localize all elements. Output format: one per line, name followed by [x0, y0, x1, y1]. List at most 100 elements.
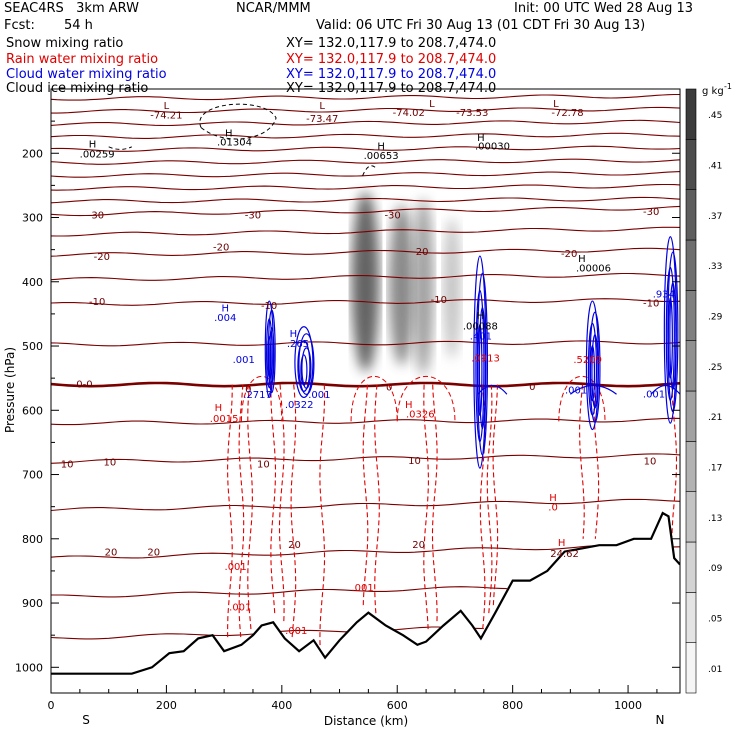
- colorbar-label-11: .45: [708, 111, 722, 121]
- rain-contour-9: [423, 384, 429, 632]
- x-tick-label-4: 800: [502, 699, 523, 712]
- extremum-label-33: .0913: [471, 354, 500, 365]
- x-endpoint-right: N: [656, 713, 665, 727]
- extremum-label-13: H: [377, 142, 385, 153]
- plot-frame: [50, 88, 681, 694]
- isotherm-label-6: -20: [412, 247, 428, 258]
- colorbar-swatch-6: [685, 340, 697, 392]
- extremum-label-41: .0322: [285, 400, 314, 411]
- terrain-fill: [51, 513, 680, 693]
- rain-arc-3: [558, 376, 606, 422]
- rain-contour-layer: [227, 375, 678, 647]
- extremum-label-14: .00653: [364, 151, 399, 162]
- isotherm-label-5: -20: [213, 242, 229, 253]
- isotherm-label-1: -30: [245, 210, 261, 221]
- init-time: Init: 00 UTC Wed 28 Aug 13: [514, 1, 694, 16]
- colorbar-swatch-2: [685, 541, 697, 593]
- extremum-label-6: -73.53: [456, 108, 488, 119]
- extremum-label-17: H: [578, 254, 586, 265]
- isotherm-label-8: -10: [89, 297, 105, 308]
- extremum-label-4: L: [429, 99, 435, 110]
- cloud-water-arc-2: [650, 384, 680, 395]
- extremum-label-46: .001: [643, 390, 665, 401]
- colorbar: .01 .05 .09 .13 .17 .21 .25 .29 .33 .37 .41 .45: [685, 88, 723, 694]
- cloud-water-contour-1-2: [297, 340, 311, 392]
- isotherm-line-15: [51, 119, 680, 127]
- project-title: SEAC4RS 3km ARW: [4, 1, 140, 16]
- field-rain-xy: XY= 132.0,117.9 to 208.7,474.0: [286, 52, 497, 67]
- extremum-label-9: H: [89, 140, 97, 151]
- cloud-water-contour-3-4: [589, 345, 596, 402]
- extremum-label-42: .001: [308, 390, 330, 401]
- colorbar-swatch-11: [685, 88, 697, 140]
- cloud-water-contour-4-4: [667, 297, 673, 379]
- isotherm-label-16: 10: [61, 460, 74, 471]
- isotherm-label-21: 20: [105, 548, 118, 559]
- y-tick-label-8: 1000: [15, 661, 43, 674]
- extremum-label-38: H: [290, 329, 298, 340]
- rain-contour-13: [492, 384, 499, 609]
- extremum-label-16: .00030: [475, 142, 510, 153]
- rain-contour-14: [579, 384, 585, 539]
- x-tick-label-1: 200: [156, 699, 177, 712]
- x-axis-label: Distance (km): [324, 714, 408, 728]
- extremum-label-20: .00088: [463, 321, 498, 332]
- extremum-label-12: .01304: [217, 138, 252, 149]
- extremum-label-43: .401: [470, 332, 492, 343]
- extremum-label-37: .001: [233, 355, 255, 366]
- colorbar-label-9: .37: [708, 212, 722, 222]
- field-snow-xy: XY= 132.0,117.9 to 208.7,474.0: [286, 36, 497, 51]
- isotherm-line-7: [51, 417, 680, 426]
- x-tick-label-5: 1000: [614, 699, 642, 712]
- isotherm-line-13: [51, 93, 680, 101]
- extremum-label-34: .5209: [573, 355, 602, 366]
- extremum-label-0: L: [164, 101, 170, 112]
- extremum-label-24: .0326: [406, 409, 435, 420]
- extremum-label-25: H: [549, 493, 557, 504]
- extremum-label-15: H: [477, 133, 485, 144]
- isotherm-label-17: 10: [103, 458, 116, 469]
- cloud-water-contour-2-2: [475, 289, 485, 443]
- cloud-ice-contour-0: [199, 103, 277, 140]
- cloud-ice-layer: [108, 103, 378, 176]
- cloud-water-contour-1-4: [300, 354, 308, 386]
- rain-contour-0: [227, 384, 233, 640]
- isotherm-label-12: 0-0: [76, 379, 92, 390]
- cloud-water-contour-1-3: [301, 347, 312, 389]
- cloud-water-contour-3-3: [591, 333, 599, 409]
- extremum-label-3: -73.47: [306, 114, 338, 125]
- rain-contour-1: [238, 384, 245, 640]
- isotherm-label-22: 20: [147, 548, 160, 559]
- isotherm-label-0: -30: [88, 210, 104, 221]
- snow-plume-2: [412, 198, 435, 375]
- cloud-water-layer: [264, 236, 680, 469]
- isotherm-line-4: [51, 298, 680, 306]
- extremum-label-23: H: [405, 400, 413, 411]
- terrain-line: [51, 511, 680, 675]
- extremum-label-18: .00006: [576, 264, 611, 275]
- extremum-label-31: .001: [285, 626, 307, 637]
- cloud-water-contour-1-0: [294, 326, 314, 399]
- extremum-label-30: .001: [229, 602, 251, 613]
- isotherm-label-20: 10: [644, 456, 657, 467]
- y-tick-label-4: 600: [22, 404, 43, 417]
- isotherm-line-5: [51, 340, 680, 347]
- y-tick-label-1: 300: [22, 212, 43, 225]
- snow-shading-layer: [351, 191, 462, 375]
- colorbar-swatch-9: [685, 189, 697, 241]
- cloud-water-arc-1: [569, 384, 617, 395]
- snow-plume-1: [388, 204, 415, 366]
- cloud-water-contour-0-4: [267, 335, 272, 379]
- extremum-label-40: .2717: [243, 390, 272, 401]
- x-tick-label-2: 400: [271, 699, 292, 712]
- isotherm-line-20: [51, 183, 680, 191]
- isotherm-label-7: -20: [561, 249, 577, 260]
- isotherm-label-2: -30: [384, 210, 400, 221]
- cloud-water-contour-4-3: [669, 282, 677, 390]
- rain-contour-2: [247, 384, 253, 632]
- cloud-water-contour-3-2: [587, 322, 598, 416]
- isotherm-line-11: [51, 586, 507, 598]
- org-title: NCAR/MMM: [236, 1, 311, 16]
- isotherm-line-17: [51, 145, 680, 152]
- colorbar-label-4: .17: [708, 464, 722, 474]
